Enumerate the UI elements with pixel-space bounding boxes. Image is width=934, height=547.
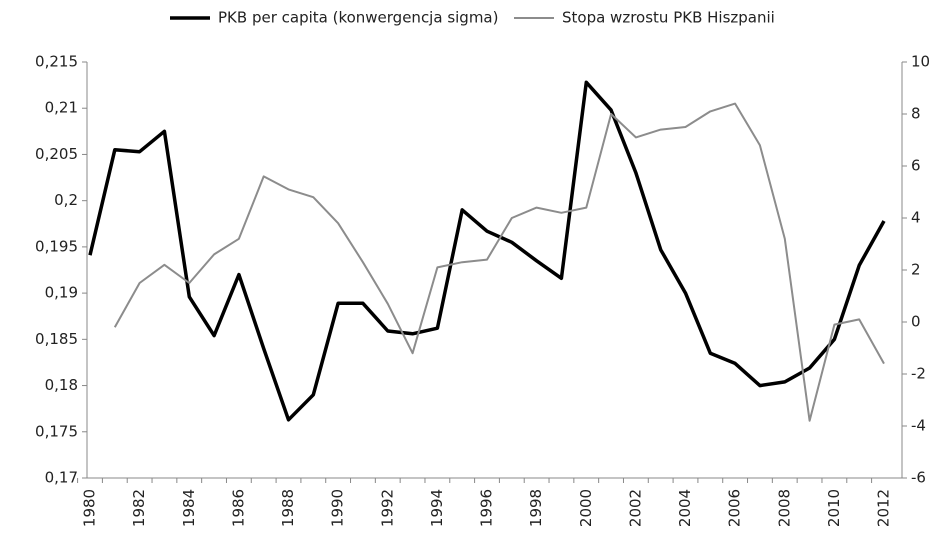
x-tick-label: 1986: [229, 489, 247, 527]
x-tick-label: 2010: [825, 489, 843, 527]
x-tick-label: 2000: [577, 489, 595, 527]
x-tick-label: 1992: [378, 489, 396, 527]
y-tick-label: 0,185: [35, 330, 78, 348]
x-tick-label: 2002: [626, 489, 644, 527]
x-tick-label: 1980: [81, 489, 99, 527]
y-tick-label: 0,205: [35, 145, 78, 163]
y-tick-label: 0,2: [54, 191, 78, 209]
y-tick-label: 0,21: [45, 99, 78, 117]
y2-tick-label: 0: [911, 313, 921, 331]
x-tick-label: 1998: [527, 489, 545, 527]
y2-tick-label: 10: [911, 53, 930, 71]
y2-tick-label: -4: [911, 417, 926, 435]
x-tick-label: 1994: [428, 489, 446, 527]
y2-tick-label: 2: [911, 261, 921, 279]
legend-label: PKB per capita (konwergencja sigma): [218, 9, 498, 27]
x-tick-label: 1988: [279, 489, 297, 527]
series-line: [113, 102, 885, 422]
x-tick-label: 1982: [130, 489, 148, 527]
x-tick-label: 2012: [875, 489, 893, 527]
y-tick-label: 0,17: [45, 469, 78, 487]
y2-tick-label: 8: [911, 105, 921, 123]
y2-tick-label: -6: [911, 469, 926, 487]
y-tick-label: 0,175: [35, 422, 78, 440]
x-tick-label: 1990: [329, 489, 347, 527]
x-tick-label: 1984: [180, 489, 198, 527]
x-tick-label: 2008: [775, 489, 793, 527]
legend-label: Stopa wzrostu PKB Hiszpanii: [562, 9, 775, 27]
y2-tick-label: 4: [911, 209, 921, 227]
y-tick-label: 0,18: [45, 376, 78, 394]
y2-tick-label: 6: [911, 157, 921, 175]
y-tick-label: 0,215: [35, 53, 78, 71]
x-tick-label: 1996: [478, 489, 496, 527]
y2-tick-label: -2: [911, 365, 926, 383]
x-tick-label: 2006: [726, 489, 744, 527]
series-line: [88, 80, 886, 422]
x-tick-label: 2004: [676, 489, 694, 527]
y-tick-label: 0,195: [35, 237, 78, 255]
y-tick-label: 0,19: [45, 284, 78, 302]
